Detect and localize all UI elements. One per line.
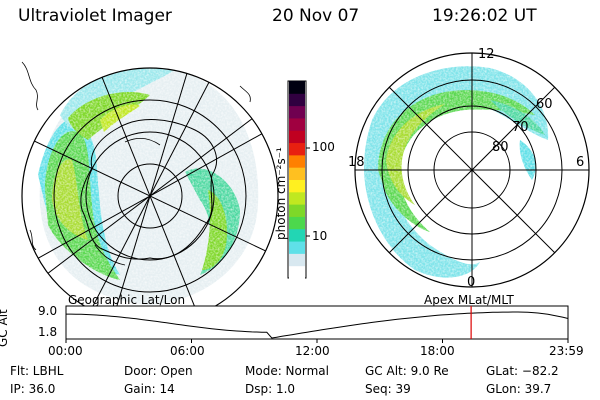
app-title: Ultraviolet Imager [18,6,172,26]
timeline-ymin: 1.8 [38,325,58,339]
colorbar-cell [289,191,305,205]
colorbar-cell [289,81,305,94]
antarctica-outline [80,119,217,260]
mlt-label-18: 18 [348,155,365,170]
info-ip: IP: 36.0 [10,382,56,396]
colorbar-cell [289,167,305,180]
left-map-caption: Geographic Lat/Lon [68,293,186,307]
colorbar-cell [289,105,305,119]
info-mode: Mode: Normal [245,364,329,378]
timeline-xtick-0600: 06:00 [170,344,205,358]
timeline-xtick-2359: 23:59 [549,344,584,358]
info-glon: GLon: 39.7 [486,382,552,396]
info-dsp: Dsp: 1.0 [245,382,296,396]
mlat-label-80: 80 [492,140,509,155]
colorbar-cell [289,179,305,193]
info-flt: Flt: LBHL [10,364,64,378]
colorbar-cell [289,142,305,156]
time-label: 19:26:02 UT [432,6,537,26]
timeline-xtick-1200: 12:00 [295,344,330,358]
apex-map [354,52,590,288]
info-gc-alt: GC Alt: 9.0 Re [365,364,449,378]
colorbar-unit-label: photon cm⁻²s⁻¹ [274,147,288,240]
colorbar-cell [289,154,305,168]
colorbar-cell [289,253,305,267]
info-door: Door: Open [124,364,193,378]
colorbar-cell [289,204,305,217]
timeline-ylabel: GC Alt [0,309,10,347]
colorbar-tick-100: 100 [312,140,335,154]
timeline-ymax: 9.0 [38,304,58,318]
right-map-boundary [354,52,590,288]
mlt-label-0: 0 [467,275,476,290]
info-gain: Gain: 14 [124,382,175,396]
right-map-caption: Apex MLat/MLT [424,293,514,307]
altitude-curve [66,311,569,339]
mlat-label-60: 60 [536,97,553,112]
timeline-xtick-0000: 00:00 [48,344,83,358]
colorbar-tick-10: 10 [312,229,328,243]
mlat-label-70: 70 [512,120,529,135]
colorbar-cell [289,216,305,230]
mlt-label-6: 6 [576,155,585,170]
geographic-map [21,61,279,325]
info-glat: GLat: −82.2 [486,364,559,378]
info-seq: Seq: 39 [365,382,411,396]
altitude-timeline [65,305,569,343]
colorbar-cell [289,241,305,254]
colorbar-cell [289,265,305,279]
colorbar-cell [289,130,305,144]
colorbar-cell [289,93,305,107]
colorbar-cell [289,117,305,131]
colorbar-cell [289,228,305,242]
date-label: 20 Nov 07 [272,6,360,26]
timeline-xtick-1800: 18:00 [420,344,455,358]
intensity-colorbar [287,80,310,279]
mlt-label-12: 12 [478,47,495,62]
